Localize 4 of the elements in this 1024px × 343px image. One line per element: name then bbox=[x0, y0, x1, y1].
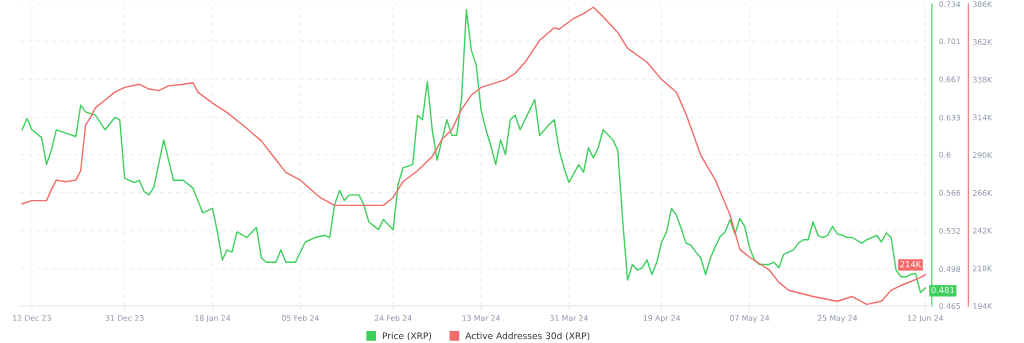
legend-label: Price (XRP) bbox=[382, 332, 432, 341]
data-label: 0.481 bbox=[931, 286, 954, 294]
legend-label: Active Addresses 30d (XRP) bbox=[465, 332, 590, 341]
data-label: 214K bbox=[900, 261, 922, 268]
